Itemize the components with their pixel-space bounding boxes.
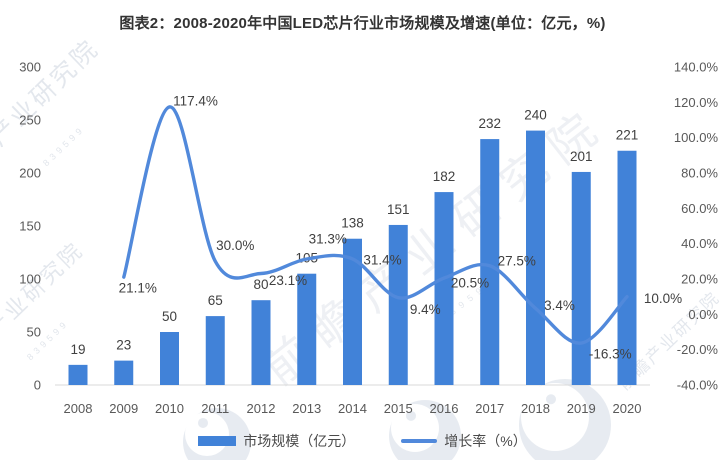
x-axis-label: 2013: [292, 401, 321, 416]
bar-2010: [160, 332, 179, 385]
bar-2011: [205, 316, 225, 385]
left-axis-tick-label: 100: [19, 272, 41, 287]
x-axis-label: 2016: [430, 401, 459, 416]
legend-item-growth-rate: 增长率（%）: [401, 431, 527, 451]
growth-rate-label: -16.3%: [589, 347, 632, 362]
right-axis-tick-label: 0.0%: [688, 307, 718, 322]
right-axis-tick-label: 80.0%: [681, 166, 718, 181]
growth-rate-label: 9.4%: [410, 302, 441, 317]
growth-rate-label: 27.5%: [498, 253, 536, 268]
watermark-logo-icon: [519, 379, 611, 460]
bar-value-label: 221: [616, 128, 639, 143]
legend-bar-swatch-icon: [198, 436, 237, 446]
bar-value-label: 240: [524, 108, 547, 123]
growth-rate-label: 31.3%: [309, 232, 347, 247]
x-axis-label: 2017: [475, 401, 504, 416]
left-axis-tick-label: 150: [19, 219, 41, 234]
bar-value-label: 50: [162, 309, 177, 324]
left-axis-tick-label: 250: [19, 113, 41, 128]
left-axis-tick-label: 200: [19, 166, 41, 181]
x-axis-label: 2009: [109, 401, 138, 416]
bar-2015: [388, 224, 408, 385]
growth-rate-line: [122, 105, 629, 345]
legend-item-market-size: 市场规模（亿元）: [198, 431, 355, 451]
bar-value-label: 65: [208, 293, 223, 308]
x-axis-label: 2012: [247, 401, 276, 416]
left-axis-tick-label: 0: [34, 378, 41, 393]
legend-label-market-size: 市场规模（亿元）: [243, 433, 356, 449]
bar-2019: [571, 171, 591, 385]
bar-value-label: 19: [70, 342, 85, 357]
right-axis-tick-label: -40.0%: [677, 378, 719, 393]
bar-2020: [617, 150, 637, 385]
growth-rate-label: 117.4%: [173, 93, 218, 108]
growth-rate-label: 20.5%: [451, 276, 489, 291]
x-axis-label: 2011: [201, 401, 229, 416]
x-axis-label: 2015: [384, 401, 413, 416]
growth-rate-label: 10.0%: [644, 291, 682, 306]
right-axis-tick-label: 120.0%: [674, 95, 719, 110]
x-axis-label: 2014: [338, 401, 367, 416]
bar-2016: [434, 192, 454, 385]
x-axis-label: 2019: [567, 401, 596, 416]
legend-line-swatch-icon: [401, 439, 438, 443]
growth-rate-label: 3.4%: [544, 298, 575, 313]
bar-2017: [480, 139, 500, 385]
bar-2008: [68, 364, 88, 385]
legend: 市场规模（亿元） 增长率（%）: [0, 431, 725, 451]
x-axis-label: 2008: [64, 401, 93, 416]
axes: 0 50 100 150 200 250 300 -40.0% -20.0% 0.0% 20.0% 4…: [19, 60, 718, 417]
legend-label-growth-rate: 增长率（%）: [444, 433, 527, 449]
bar-value-label: 201: [570, 149, 593, 164]
right-axis-tick-label: -20.0%: [677, 342, 719, 357]
left-axis-tick-label: 50: [27, 325, 41, 340]
x-axis-label: 2020: [613, 401, 642, 416]
watermark-text: 839599: [41, 123, 87, 168]
bar-value-label: 182: [433, 169, 456, 184]
right-axis-tick-label: 140.0%: [674, 60, 719, 75]
chart-title: 图表2：2008-2020年中国LED芯片行业市场规模及增速(单位：亿元，%): [119, 15, 606, 32]
bar-value-label: 138: [341, 216, 364, 231]
line-series: 21.1% 117.4% 30.0% 23.1% 31.3% 31.4% 9.4% 20.5%…: [119, 93, 683, 361]
growth-rate-label: 30.0%: [216, 238, 254, 253]
bar-2009: [114, 360, 134, 385]
right-axis-tick-label: 40.0%: [681, 236, 718, 251]
growth-rate-label: 31.4%: [363, 252, 401, 267]
bar-value-label: 232: [478, 116, 501, 131]
x-axis-label: 2018: [521, 401, 550, 416]
bar-value-label: 151: [387, 202, 410, 217]
growth-rate-label: 23.1%: [269, 273, 307, 288]
right-axis-tick-label: 20.0%: [681, 272, 718, 287]
growth-rate-label: 21.1%: [119, 281, 157, 296]
bar-value-label: 23: [116, 338, 131, 353]
x-axis-label: 2010: [155, 401, 184, 416]
bar-value-label: 80: [253, 277, 268, 292]
right-axis-tick-label: 60.0%: [681, 201, 718, 216]
left-axis-tick-label: 300: [19, 60, 41, 75]
right-axis-tick-label: 100.0%: [674, 130, 719, 145]
bar-2013: [297, 273, 317, 385]
bar-2018: [526, 130, 545, 385]
watermark-text: 前瞻产业研究院: [0, 34, 105, 190]
bar-2014: [343, 238, 362, 385]
bar-2012: [251, 300, 271, 385]
